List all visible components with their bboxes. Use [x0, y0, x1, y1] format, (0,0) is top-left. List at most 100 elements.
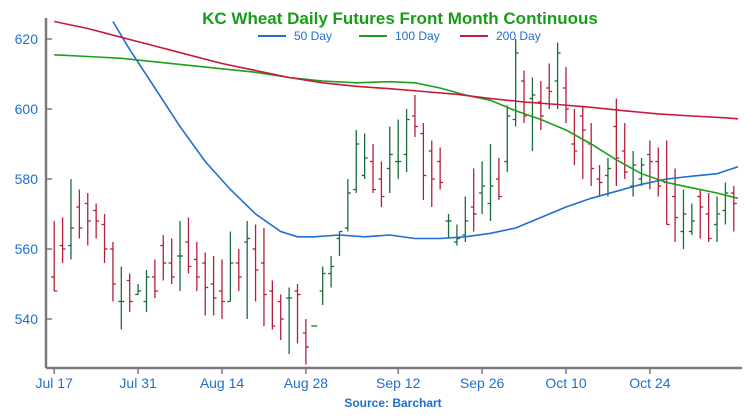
price-bar: [143, 270, 150, 312]
x-axis-ticks: Jul 17 Jul 31 Aug 14 Aug 28 Sep 12 Sep 26 Oct …: [36, 368, 671, 391]
price-bar: [697, 189, 704, 239]
x-tick-label: Sep 26: [460, 375, 505, 391]
price-bar: [621, 123, 628, 179]
price-bar: [76, 189, 83, 239]
x-tick-label: Oct 10: [545, 375, 586, 391]
price-bar: [93, 203, 100, 239]
price-bar: [672, 168, 679, 242]
price-bar: [420, 123, 427, 200]
x-tick-label: Jul 17: [36, 375, 74, 391]
y-tick-label: 560: [15, 241, 39, 257]
price-bar: [546, 63, 553, 109]
series-line-200-day: [54, 20, 739, 120]
price-bar: [596, 165, 603, 197]
price-bar: [177, 221, 184, 291]
price-bar: [470, 168, 477, 232]
price-bar: [613, 98, 620, 186]
price-bar: [126, 273, 133, 312]
x-tick-label: Sep 12: [376, 375, 421, 391]
price-bar: [160, 235, 167, 281]
price-bars: [51, 39, 737, 365]
price-bar: [403, 109, 410, 172]
legend: 50 Day 100 Day 200 Day: [258, 29, 541, 43]
price-bar: [512, 39, 519, 127]
price-bar: [235, 249, 242, 291]
y-tick-label: 580: [15, 171, 39, 187]
price-bar: [579, 105, 586, 179]
price-bar: [51, 221, 58, 292]
price-bar: [563, 67, 569, 123]
price-bar: [185, 217, 192, 274]
price-bar: [361, 133, 368, 179]
legend-item: 50 Day: [258, 29, 332, 43]
price-bar: [630, 151, 637, 197]
y-tick-label: 540: [15, 311, 39, 327]
price-bar: [655, 147, 662, 197]
price-bar: [453, 224, 460, 246]
x-tick-label: Jul 31: [119, 375, 157, 391]
price-bar: [252, 224, 259, 302]
price-bar: [714, 196, 721, 242]
price-bar: [193, 242, 200, 291]
y-axis-ticks: 540 560 580 600 620: [15, 31, 52, 327]
price-bar: [604, 158, 611, 197]
price-bar: [571, 109, 578, 165]
legend-label: 50 Day: [294, 29, 332, 43]
legend-label: 100 Day: [395, 29, 440, 43]
series-line-50-day: [112, 21, 739, 240]
price-bar: [680, 189, 687, 249]
price-bar: [395, 119, 402, 179]
price-bar: [84, 193, 91, 246]
price-bar: [370, 144, 377, 193]
price-bar: [529, 77, 536, 151]
price-bar: [269, 280, 276, 330]
price-bar: [244, 221, 251, 319]
price-bar: [344, 179, 351, 232]
price-bar: [688, 203, 695, 235]
price-bar: [445, 214, 452, 239]
chart-source: Source: Barchart: [344, 396, 441, 410]
legend-item: 200 Day: [460, 29, 541, 43]
series-line-100-day: [54, 54, 739, 200]
x-tick-label: Aug 14: [200, 375, 245, 391]
price-bar: [135, 284, 142, 296]
price-bar: [487, 144, 494, 221]
y-tick-label: 600: [15, 101, 39, 117]
price-bar: [386, 126, 393, 193]
price-bar: [504, 105, 511, 172]
price-bar: [227, 231, 234, 303]
price-bar: [479, 161, 486, 214]
price-bar: [638, 158, 645, 186]
price-bar: [168, 238, 175, 284]
price-bar: [730, 186, 737, 232]
price-bar: [101, 214, 108, 263]
price-bar: [378, 161, 385, 207]
price-bar: [554, 42, 561, 109]
price-bar: [277, 294, 284, 340]
legend-label: 200 Day: [496, 29, 541, 43]
price-bar: [151, 259, 158, 298]
moving-average-lines: [54, 20, 739, 240]
price-bar: [705, 193, 712, 242]
price-bar: [302, 319, 309, 365]
price-bar: [210, 256, 217, 316]
price-bar: [462, 196, 469, 242]
price-bar: [722, 182, 729, 225]
chart-title: KC Wheat Daily Futures Front Month Conti…: [202, 9, 598, 28]
y-tick-label: 620: [15, 31, 39, 47]
price-bar: [428, 140, 435, 207]
price-bar: [118, 266, 125, 330]
price-bar: [495, 158, 502, 200]
legend-item: 100 Day: [359, 29, 440, 43]
price-bar: [286, 287, 293, 354]
price-bar: [219, 259, 225, 319]
price-bar: [353, 130, 360, 193]
x-tick-label: Aug 28: [284, 375, 329, 391]
price-bar: [588, 123, 595, 186]
price-bar: [109, 242, 116, 302]
price-bar: [537, 81, 544, 130]
price-bar: [411, 95, 418, 137]
price-bar: [294, 284, 301, 344]
